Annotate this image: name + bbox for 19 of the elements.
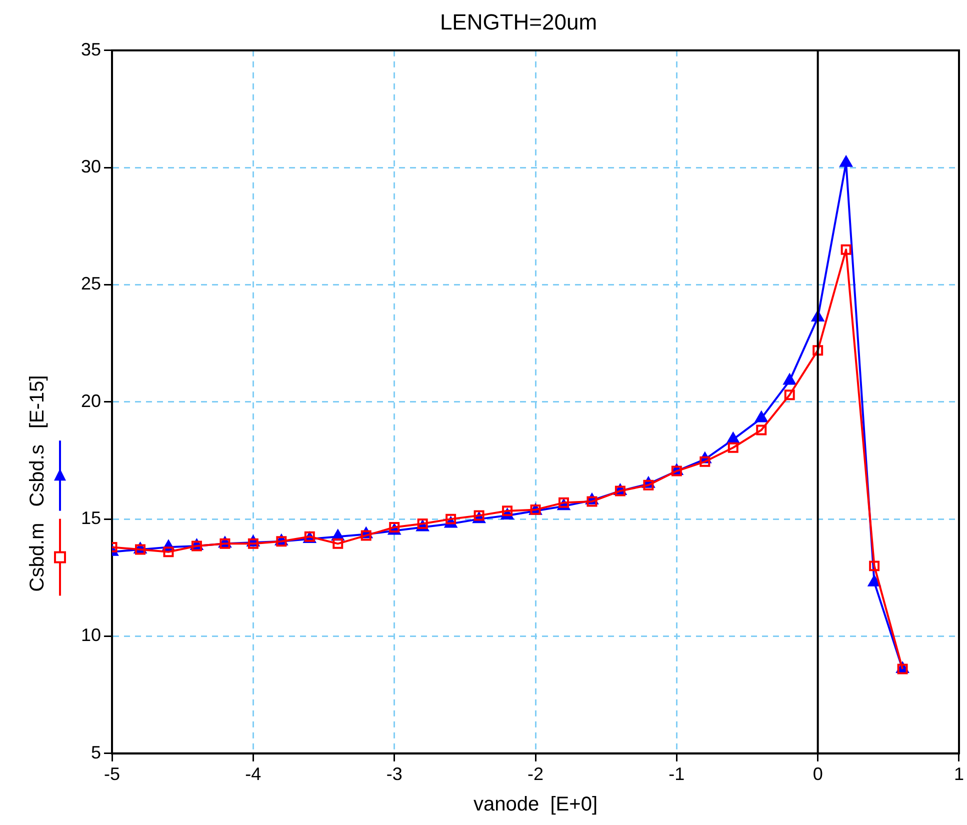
y-tick-label: 20 — [80, 390, 102, 411]
x-tick-label: -4 — [245, 764, 262, 784]
x-tick-label: 0 — [812, 764, 823, 784]
x-axis-title: vanode [E+0] — [474, 794, 598, 816]
x-tick-label: -2 — [528, 764, 544, 784]
y-axis-title: [E-15] — [26, 375, 49, 429]
x-tick-label: -1 — [668, 764, 685, 784]
y-tick-label: 30 — [80, 156, 102, 177]
legend-label: Csbd.m — [26, 522, 49, 592]
legend-label: Csbd.s — [26, 444, 49, 507]
x-tick-label: -3 — [386, 764, 402, 784]
y-tick-label: 15 — [80, 508, 102, 528]
y-tick-label: 5 — [91, 742, 102, 762]
chart-title: LENGTH=20um — [440, 9, 598, 34]
x-tick-label: -5 — [104, 764, 120, 784]
x-tick-label: 1 — [954, 764, 964, 784]
y-tick-label: 10 — [80, 625, 102, 646]
y-tick-label: 35 — [80, 39, 102, 60]
y-tick-label: 25 — [80, 274, 102, 294]
